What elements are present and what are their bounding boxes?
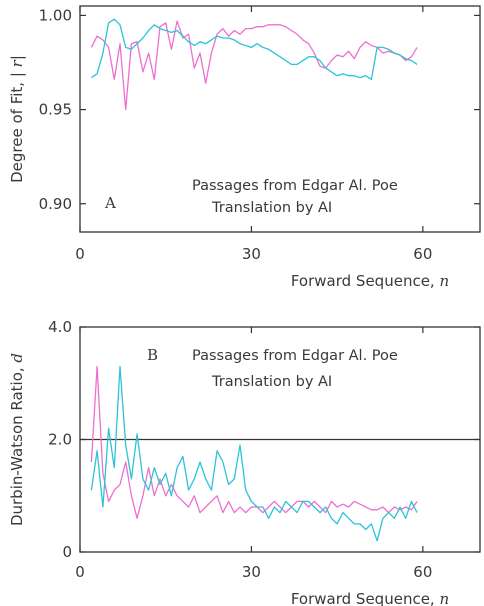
y-axis-label-text: Degree of Fit, | <box>8 67 26 183</box>
panel-letter: A <box>104 194 116 212</box>
panel-letter: B <box>147 346 158 364</box>
y-tick-label: 4.0 <box>48 318 72 336</box>
x-tick-label: 60 <box>413 563 432 581</box>
annotation-line: Passages from Edgar Al. Poe <box>192 348 398 364</box>
annotation-line: Translation by AI <box>211 200 332 216</box>
chart-panel-a: 0 30 60 0.90 0.95 1.00 Forward Sequence, n Degr… <box>8 5 481 290</box>
y-tick-label: 1.00 <box>39 6 72 24</box>
series-line-magenta <box>90 20 418 111</box>
x-axis-variable: n <box>439 590 449 606</box>
chart-panel-b: 0 30 60 0 2.0 4.0 Forward Sequence, n Durbin-Wa… <box>8 318 481 606</box>
y-tick-label: 0.90 <box>39 195 72 213</box>
annotation-line: Translation by AI <box>211 374 332 390</box>
y-axis-variable: r <box>8 59 26 67</box>
y-axis-label: Durbin-Watson Ratio, d <box>8 353 26 526</box>
y-axis-label-end: | <box>8 55 26 60</box>
x-tick-label: 0 <box>75 563 85 581</box>
series-line-magenta <box>90 365 418 519</box>
y-tick-label: 0.95 <box>39 101 72 119</box>
y-axis-label-text: Durbin-Watson Ratio, <box>8 363 26 526</box>
x-axis-label-text: Forward Sequence, <box>291 272 440 290</box>
x-tick-label: 0 <box>75 245 85 263</box>
y-tick-label: 0 <box>62 543 72 561</box>
x-axis-label-text: Forward Sequence, <box>291 590 440 606</box>
series-line-cyan <box>90 365 418 542</box>
series-line-cyan <box>91 18 418 81</box>
x-tick-label: 30 <box>242 245 261 263</box>
plot-frame <box>79 5 481 233</box>
x-axis-label: Forward Sequence, n <box>291 590 449 606</box>
annotation-line: Passages from Edgar Al. Poe <box>192 178 398 194</box>
x-tick-label: 60 <box>413 245 432 263</box>
y-tick-label: 2.0 <box>48 431 72 449</box>
y-axis-label: Degree of Fit, | r| <box>8 55 26 183</box>
x-tick-label: 30 <box>242 563 261 581</box>
x-axis-variable: n <box>439 272 449 290</box>
x-axis-label: Forward Sequence, n <box>291 272 449 290</box>
y-axis-variable: d <box>8 353 26 363</box>
